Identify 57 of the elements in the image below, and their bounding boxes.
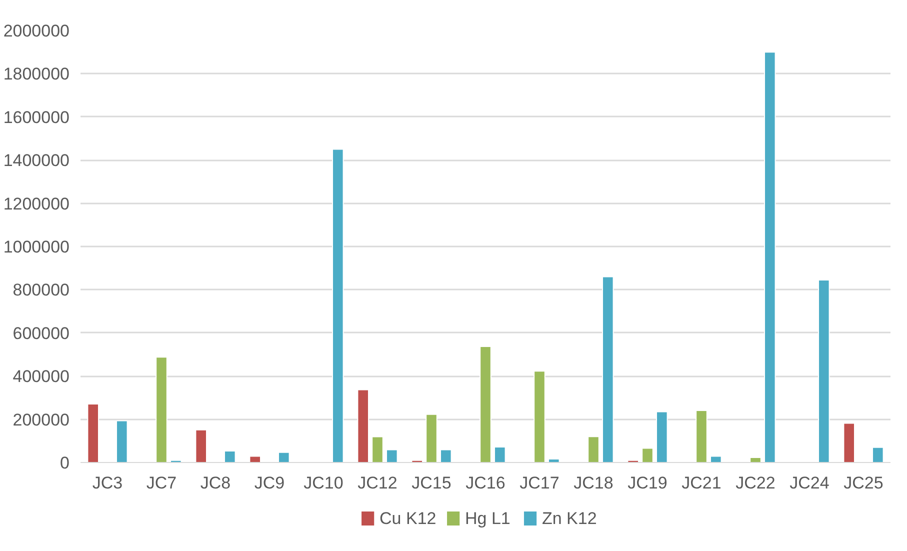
bar	[372, 436, 384, 462]
x-tick-label: JC12	[358, 474, 398, 492]
x-tick-label: JC24	[790, 474, 830, 492]
x-tick-label: JC18	[574, 474, 614, 492]
bar	[818, 279, 830, 462]
x-tick-label: JC17	[520, 474, 560, 492]
bar	[764, 52, 776, 462]
y-tick-label: 1600000	[3, 108, 70, 127]
legend-label: Zn K12	[542, 509, 597, 528]
x-tick-label: JC25	[844, 474, 884, 492]
bar	[357, 389, 369, 462]
bar	[534, 370, 546, 462]
bar	[156, 356, 168, 462]
bar	[116, 420, 128, 462]
bar	[87, 403, 99, 462]
bar	[656, 411, 668, 462]
x-tick-label: JC15	[412, 474, 452, 492]
bar	[249, 456, 261, 462]
x-tick-label: JC16	[466, 474, 506, 492]
bar	[386, 449, 398, 462]
x-tick-label: JC19	[628, 474, 668, 492]
y-tick-label: 2000000	[3, 22, 70, 40]
bar	[843, 422, 855, 462]
legend-label: Cu K12	[380, 509, 436, 528]
y-tick-label: 1800000	[3, 64, 70, 84]
y-tick-label: 200000	[12, 410, 70, 430]
bar	[332, 148, 344, 462]
bar	[426, 414, 438, 462]
bar	[548, 458, 560, 462]
x-tick-label: JC9	[254, 474, 285, 492]
x-tick-label: JC22	[736, 474, 776, 492]
bar	[710, 456, 722, 462]
x-tick-label: JC21	[682, 474, 722, 492]
bar	[602, 276, 614, 462]
y-tick-label: 400000	[12, 367, 70, 386]
y-tick-label: 0	[60, 454, 70, 472]
bar	[278, 452, 290, 462]
x-tick-label: JC10	[304, 474, 344, 492]
bar	[588, 436, 600, 462]
y-tick-label: 1200000	[3, 194, 70, 214]
y-tick-label: 1400000	[3, 151, 70, 170]
bar	[642, 448, 654, 462]
y-tick-label: 1000000	[3, 238, 70, 256]
bar	[195, 429, 207, 462]
y-tick-label: 800000	[12, 280, 70, 300]
bar	[696, 410, 708, 462]
bar	[494, 446, 506, 462]
bar	[440, 449, 452, 462]
y-tick-label: 600000	[12, 324, 70, 343]
x-tick-label: JC7	[146, 474, 177, 492]
x-tick-label: JC3	[92, 474, 123, 492]
x-tick-label: JC8	[200, 474, 231, 492]
bar	[750, 457, 762, 462]
bar	[480, 346, 492, 462]
legend-label: Hg L1	[465, 509, 510, 528]
bar	[224, 450, 236, 462]
bar	[872, 446, 884, 462]
